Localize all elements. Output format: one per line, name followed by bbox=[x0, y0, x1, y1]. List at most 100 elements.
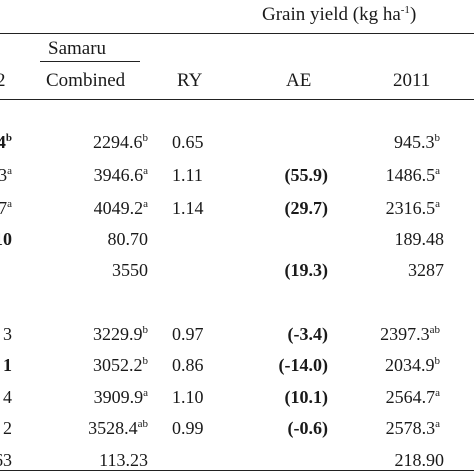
col-header-ry: RY bbox=[177, 70, 203, 91]
cell-2011: 218.90 bbox=[395, 450, 445, 471]
cell-2011-value: 2034.9 bbox=[385, 355, 435, 375]
cell-ry-value: 0.65 bbox=[172, 132, 204, 152]
cell-ae-value: (29.7) bbox=[284, 198, 329, 218]
cell-2011-value: 2564.7 bbox=[385, 387, 436, 407]
cell-partial: 10 bbox=[0, 229, 12, 250]
grain-yield-title: Grain yield (kg ha-1) bbox=[262, 4, 416, 26]
cell-2011: 3287 bbox=[408, 260, 444, 281]
cell-2011-value: 2316.5 bbox=[385, 198, 436, 218]
header-rule bbox=[0, 99, 474, 100]
cell-ae-value: (10.1) bbox=[284, 387, 329, 407]
cell-combined-value: 3229.9 bbox=[93, 324, 143, 344]
col-header-2011: 2011 bbox=[393, 70, 431, 91]
cell-ae: (-14.0) bbox=[279, 355, 328, 376]
cell-combined-superscript: b bbox=[142, 324, 149, 336]
cell-ry-value: 1.11 bbox=[172, 165, 203, 185]
cell-partial-value: 10 bbox=[0, 229, 12, 249]
cell-partial-value: 3 bbox=[3, 324, 12, 344]
cell-partial-value: 4 bbox=[0, 132, 6, 152]
cell-ae: (29.7) bbox=[285, 198, 329, 219]
cell-combined: 80.70 bbox=[108, 229, 149, 250]
cell-partial: 3 bbox=[3, 324, 12, 345]
cell-combined-value: 2294.6 bbox=[93, 132, 143, 152]
cell-2011-superscript: b bbox=[434, 132, 441, 144]
cell-combined-value: 3550 bbox=[112, 260, 148, 280]
cell-partial-value: 2 bbox=[3, 418, 12, 438]
cell-combined-value: 113.23 bbox=[99, 450, 148, 470]
cell-ae-value: (55.9) bbox=[284, 165, 329, 185]
cell-combined-value: 4049.2 bbox=[93, 198, 144, 218]
cell-2011: 2578.3a bbox=[386, 418, 440, 439]
cell-partial: 3a bbox=[0, 165, 12, 186]
cell-combined: 3229.9b bbox=[93, 324, 148, 345]
cell-2011: 945.3b bbox=[394, 132, 440, 153]
cell-partial-value: 4 bbox=[3, 387, 12, 407]
cell-combined-value: 3052.2 bbox=[93, 355, 143, 375]
cell-ry: 1.14 bbox=[172, 198, 204, 219]
cell-combined-superscript: a bbox=[143, 387, 148, 399]
cell-partial-value: 7 bbox=[0, 198, 8, 218]
bottom-rule bbox=[0, 470, 474, 471]
cell-combined-value: 80.70 bbox=[107, 229, 149, 249]
cell-ry: 0.97 bbox=[172, 324, 204, 345]
cell-2011-value: 189.48 bbox=[394, 229, 445, 249]
cell-partial-value: 63 bbox=[0, 450, 12, 470]
cell-partial-superscript: a bbox=[7, 198, 12, 210]
cell-2011-value: 945.3 bbox=[394, 132, 435, 152]
cell-combined: 3909.9a bbox=[94, 387, 148, 408]
location-underline bbox=[40, 61, 140, 62]
grain-yield-title-text: Grain yield (kg ha bbox=[262, 4, 401, 25]
cell-ae: (19.3) bbox=[285, 260, 329, 281]
cell-ae-value: (-3.4) bbox=[287, 324, 328, 344]
location-label: Samaru bbox=[48, 38, 107, 59]
cell-partial: 1 bbox=[3, 355, 12, 376]
cell-2011-value: 1486.5 bbox=[385, 165, 436, 185]
cell-2011-superscript: ab bbox=[429, 324, 440, 336]
cell-ae-value: (19.3) bbox=[284, 260, 329, 280]
cell-combined: 3946.6a bbox=[94, 165, 148, 186]
cell-ae-value: (-0.6) bbox=[287, 418, 328, 438]
cell-combined: 3550 bbox=[112, 260, 148, 281]
cell-2011: 189.48 bbox=[395, 229, 445, 250]
cell-combined: 113.23 bbox=[99, 450, 148, 471]
cell-2011-value: 218.90 bbox=[394, 450, 445, 470]
cell-combined-value: 3909.9 bbox=[93, 387, 144, 407]
cell-2011: 2397.3ab bbox=[380, 324, 440, 345]
cell-ae: (-3.4) bbox=[288, 324, 328, 345]
cell-combined-value: 3946.6 bbox=[93, 165, 144, 185]
cell-ae: (-0.6) bbox=[288, 418, 328, 439]
cell-2011: 2316.5a bbox=[386, 198, 440, 219]
cell-partial: 4b bbox=[0, 132, 12, 153]
cell-2011-value: 2397.3 bbox=[380, 324, 430, 344]
cell-ry: 0.99 bbox=[172, 418, 204, 439]
cell-2011-superscript: b bbox=[434, 355, 441, 367]
grain-yield-title-close: ) bbox=[409, 4, 417, 25]
cell-partial-value: 3 bbox=[0, 165, 8, 185]
cell-2011-superscript: a bbox=[435, 165, 440, 177]
cell-partial: 4 bbox=[3, 387, 12, 408]
cell-ry-value: 0.99 bbox=[172, 418, 204, 438]
cell-2011: 2034.9b bbox=[385, 355, 440, 376]
cell-combined-superscript: a bbox=[143, 165, 148, 177]
cell-2011-value: 2578.3 bbox=[385, 418, 436, 438]
cell-2011: 1486.5a bbox=[386, 165, 440, 186]
cell-combined-superscript: ab bbox=[137, 418, 148, 430]
cell-combined: 3052.2b bbox=[93, 355, 148, 376]
cell-partial-superscript: b bbox=[5, 132, 12, 144]
cell-2011-value: 3287 bbox=[408, 260, 444, 280]
cell-combined: 2294.6b bbox=[93, 132, 148, 153]
cell-2011-superscript: a bbox=[435, 418, 440, 430]
cell-partial: 63 bbox=[0, 450, 12, 471]
cell-ry-value: 1.14 bbox=[172, 198, 204, 218]
cell-ry: 1.11 bbox=[172, 165, 203, 186]
cell-2011-superscript: a bbox=[435, 387, 440, 399]
grain-yield-title-sup: -1 bbox=[400, 4, 410, 16]
top-rule bbox=[0, 33, 474, 34]
cell-partial-superscript: a bbox=[7, 165, 12, 177]
cell-combined-value: 3528.4 bbox=[88, 418, 138, 438]
cell-partial-value: 1 bbox=[3, 355, 12, 375]
col-header-combined: Combined bbox=[46, 70, 126, 91]
cell-ry-value: 1.10 bbox=[172, 387, 204, 407]
cell-2011-superscript: a bbox=[435, 198, 440, 210]
cell-ry-value: 0.97 bbox=[172, 324, 204, 344]
